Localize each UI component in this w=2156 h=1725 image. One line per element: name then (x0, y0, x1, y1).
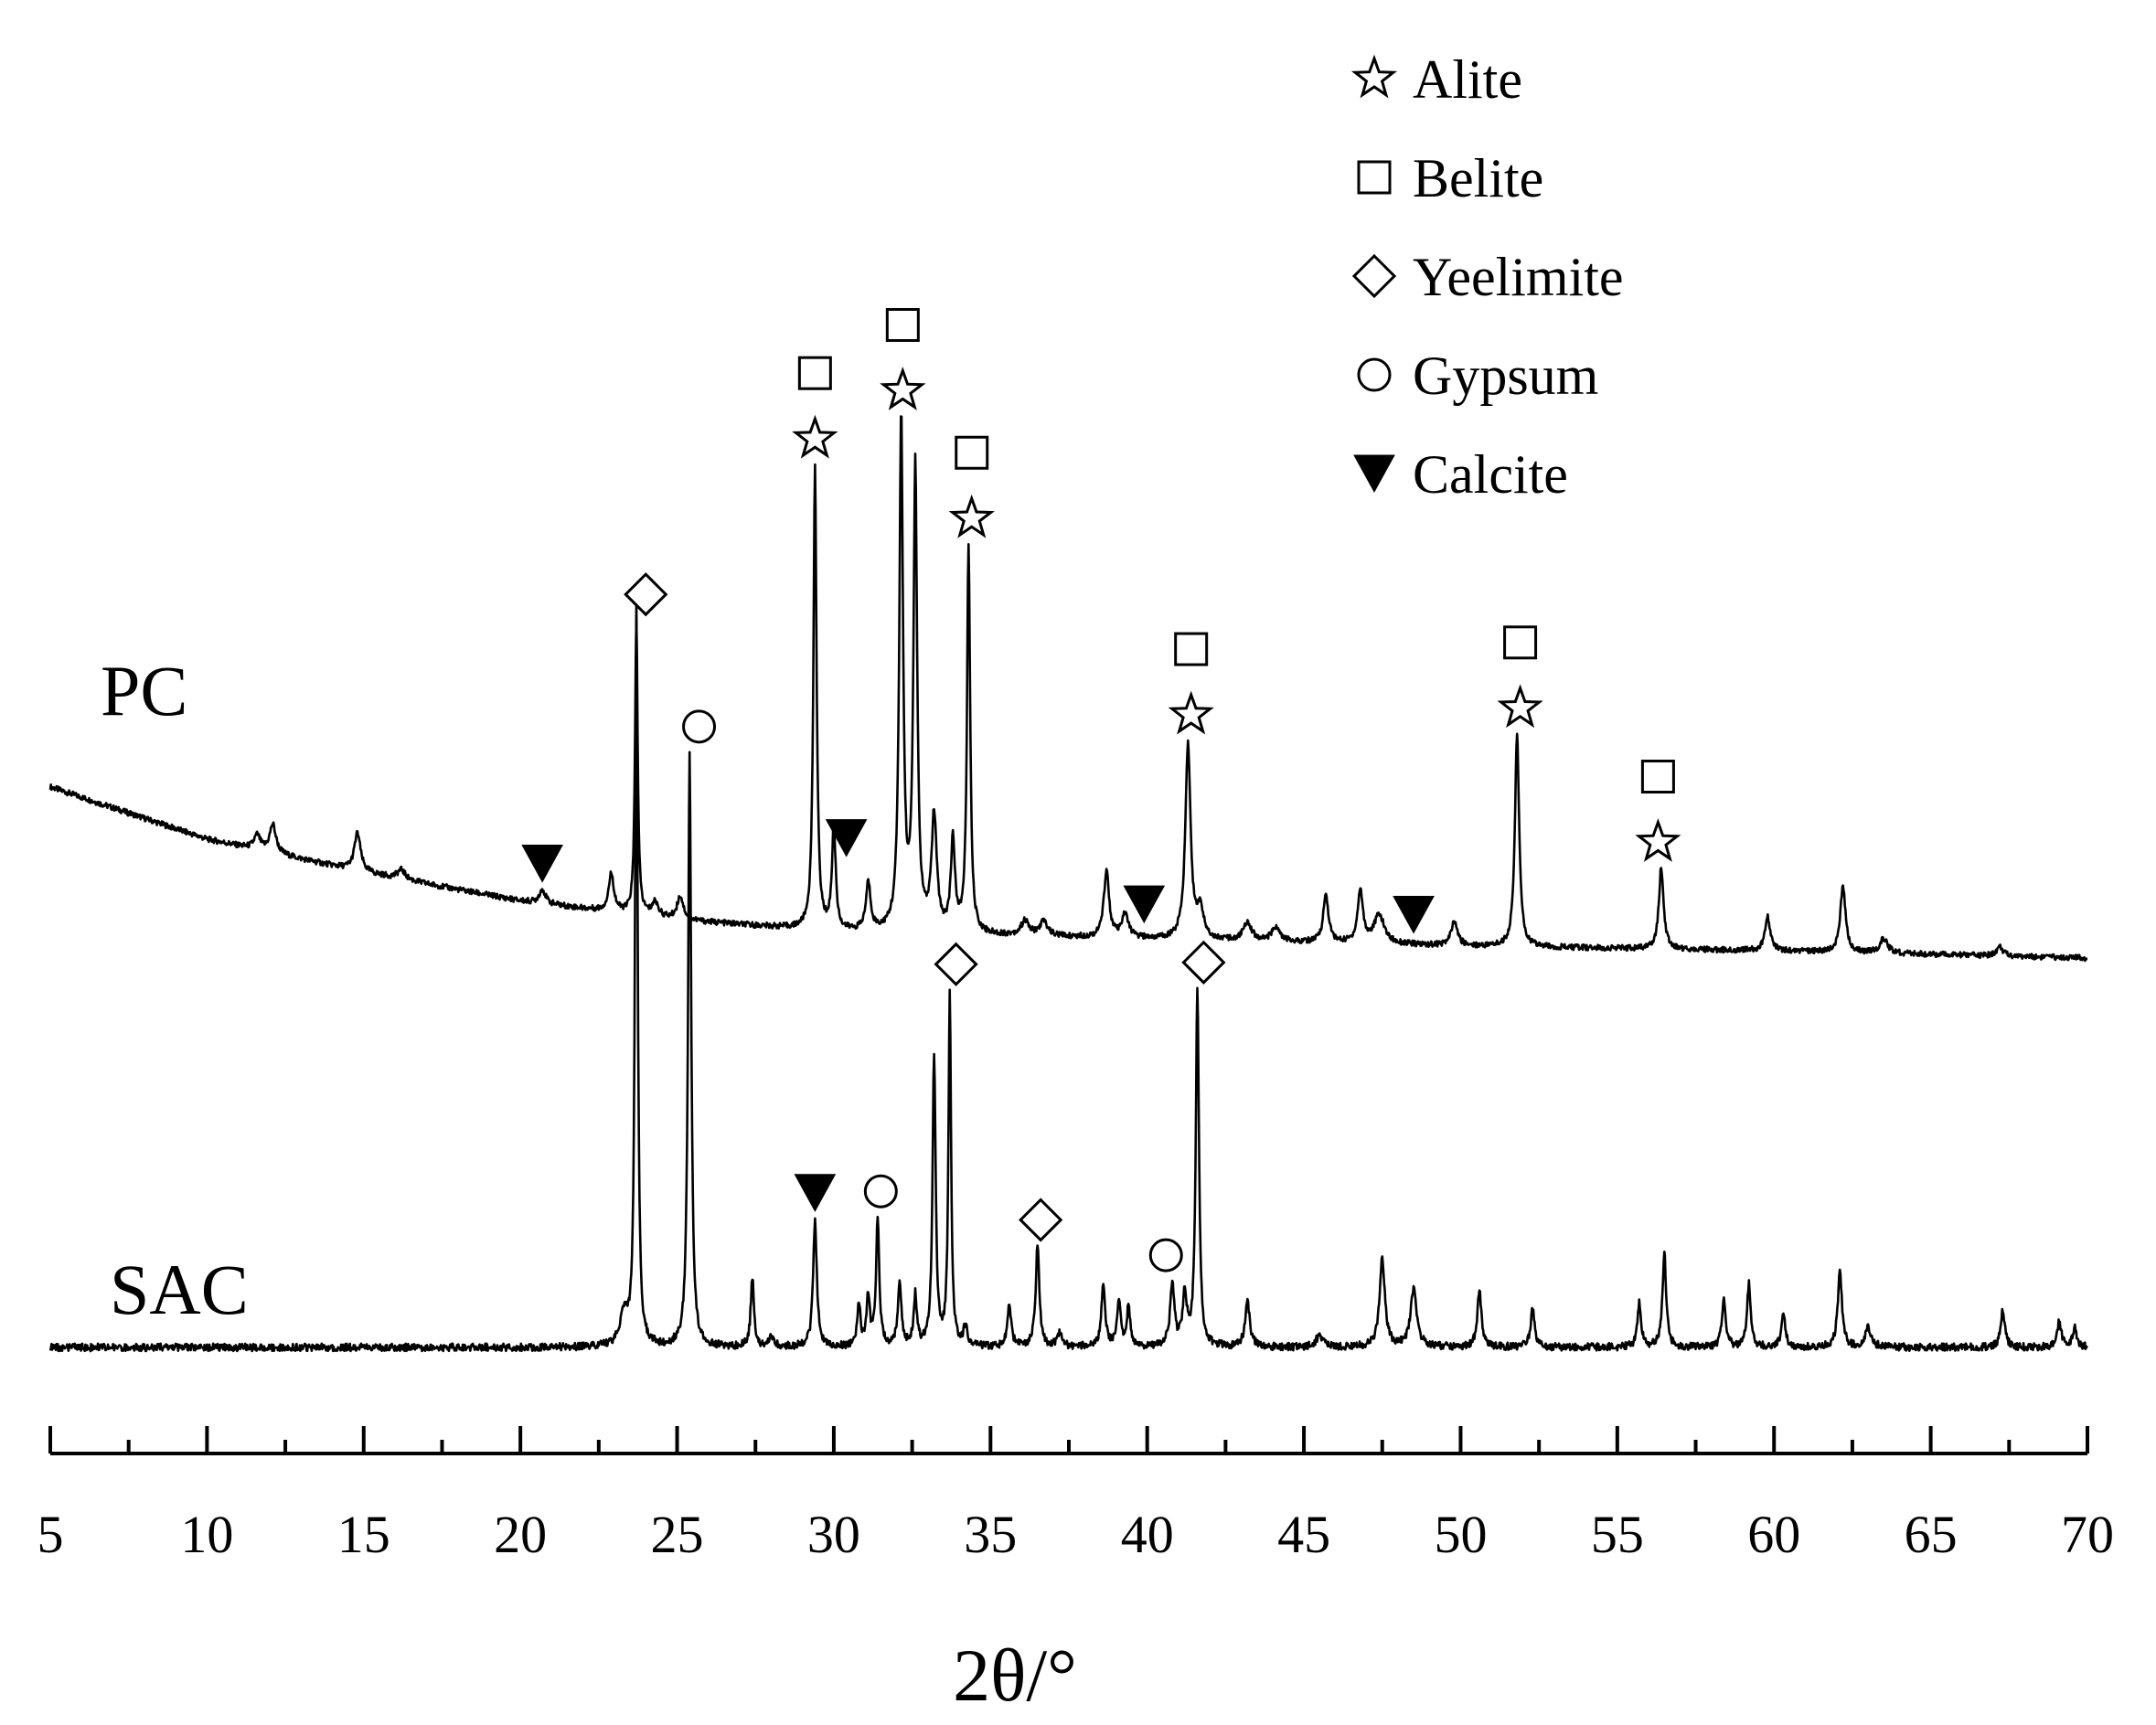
x-tick-label: 10 (180, 1505, 233, 1564)
x-tick-label: 70 (2061, 1505, 2114, 1564)
x-tick-label: 55 (1591, 1505, 1644, 1564)
legend-entry-yeelimite: Yeelimite (1351, 247, 1624, 307)
legend-label-gypsum: Gypsum (1413, 346, 1598, 406)
belite-peak-marker-pc (1640, 760, 1675, 794)
x-tick-label: 25 (651, 1505, 704, 1564)
alite-peak-marker-pc (948, 494, 995, 538)
peak-marker-layer (521, 307, 1681, 1272)
legend-entry-gypsum: Gypsum (1357, 346, 1598, 406)
belite-legend-icon (1357, 160, 1392, 195)
x-tick-label: 40 (1121, 1505, 1174, 1564)
calcite-peak-marker-pc (1393, 896, 1435, 934)
series-label-sac: SAC (110, 1250, 249, 1329)
gypsum-peak-marker-sac (1148, 1238, 1183, 1272)
x-tick-label: 45 (1277, 1505, 1330, 1564)
xrd-trace-sac (48, 595, 2088, 1353)
x-tick-label: 60 (1747, 1505, 1800, 1564)
calcite-legend-icon (1353, 454, 1395, 494)
x-tick-label: 65 (1905, 1505, 1958, 1564)
alite-peak-marker-pc (792, 414, 838, 459)
calcite-peak-marker-sac (794, 1174, 837, 1212)
belite-peak-marker-pc (885, 307, 920, 342)
x-tick-label: 20 (494, 1505, 547, 1564)
legend-entry-alite: Alite (1350, 49, 1522, 110)
x-tick-label: 5 (37, 1505, 64, 1564)
legend-entry-calcite: Calcite (1353, 444, 1568, 505)
x-axis: 5 10 15 20 25 30 35 40 45 50 55 60 65 70 2θ/° (37, 1426, 2114, 1717)
calcite-peak-marker-pc (825, 819, 868, 857)
belite-peak-marker-pc (1174, 632, 1209, 666)
x-tick-label: 15 (337, 1505, 390, 1564)
alite-peak-marker-pc (1635, 818, 1681, 862)
legend: Alite Belite Yeelimite Gypsum Calcite (1350, 49, 1624, 505)
x-tick-label: 35 (964, 1505, 1017, 1564)
calcite-peak-marker-pc (521, 845, 563, 883)
alite-peak-marker-pc (1497, 684, 1543, 729)
belite-peak-marker-pc (797, 356, 832, 390)
x-tick-label: 30 (807, 1505, 860, 1564)
belite-peak-marker-pc (1503, 625, 1538, 660)
x-tick-label: 50 (1434, 1505, 1487, 1564)
belite-peak-marker-pc (955, 435, 989, 470)
series-label-pc: PC (101, 651, 187, 730)
yeelimite-peak-marker-sac (1181, 940, 1226, 985)
legend-label-yeelimite: Yeelimite (1413, 247, 1624, 307)
gypsum-peak-marker-sac (863, 1174, 898, 1209)
alite-peak-marker-pc (1168, 690, 1214, 735)
yeelimite-peak-marker-sac (1019, 1198, 1063, 1242)
trace-layer (48, 415, 2088, 1353)
legend-label-alite: Alite (1413, 49, 1522, 110)
alite-peak-marker-pc (880, 367, 926, 410)
legend-entry-belite: Belite (1357, 148, 1543, 208)
yeelimite-peak-marker-pc (624, 572, 668, 617)
legend-label-calcite: Calcite (1413, 444, 1568, 505)
gypsum-peak-marker-sac (682, 709, 717, 744)
yeelimite-peak-marker-sac (934, 942, 978, 986)
calcite-peak-marker-pc (1123, 885, 1166, 924)
xrd-trace-pc (48, 415, 2088, 963)
gypsum-legend-icon (1357, 357, 1392, 392)
x-axis-label: 2θ/° (953, 1634, 1077, 1717)
x-axis-ticks: 5 10 15 20 25 30 35 40 45 50 55 60 65 70 (37, 1426, 2114, 1564)
yeelimite-legend-icon (1351, 253, 1397, 299)
legend-label-belite: Belite (1413, 148, 1543, 208)
alite-legend-icon (1350, 54, 1398, 99)
